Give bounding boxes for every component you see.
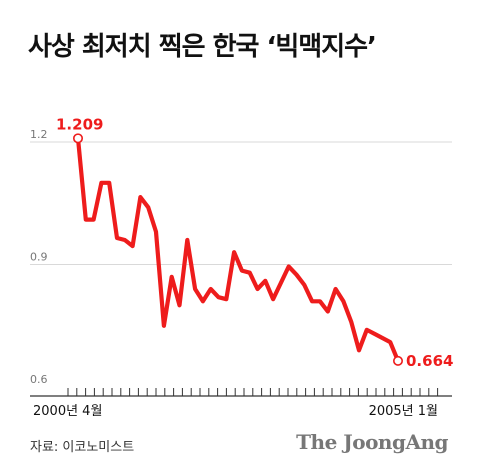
y-tick-labels: 1.2 0.9 0.6 [30, 128, 48, 386]
data-label-last: 0.664 [406, 352, 453, 370]
brand-logo: The JoongAng [296, 430, 448, 454]
y-tick-label: 0.9 [30, 251, 48, 264]
data-labels: 1.209 0.664 [56, 115, 453, 370]
data-label-first: 1.209 [56, 115, 103, 133]
source-note: 자료: 이코노미스트 [30, 440, 135, 455]
x-tick-labels: 2000년 4월 2005년 1월 [33, 404, 438, 419]
grid-lines [30, 141, 452, 265]
series-line [75, 136, 401, 363]
chart-title: 사상 최저치 찍은 한국 ‘빅맥지수’ [28, 32, 377, 62]
y-tick-label: 0.6 [30, 373, 48, 386]
x-tick-label: 2005년 1월 [369, 404, 438, 419]
y-tick-label: 1.2 [30, 128, 48, 141]
endpoint-marker [392, 355, 403, 366]
x-tick-label: 2000년 4월 [33, 404, 102, 419]
data-points [73, 133, 403, 366]
endpoint-marker [73, 133, 84, 144]
x-axis-ticks [67, 388, 439, 396]
